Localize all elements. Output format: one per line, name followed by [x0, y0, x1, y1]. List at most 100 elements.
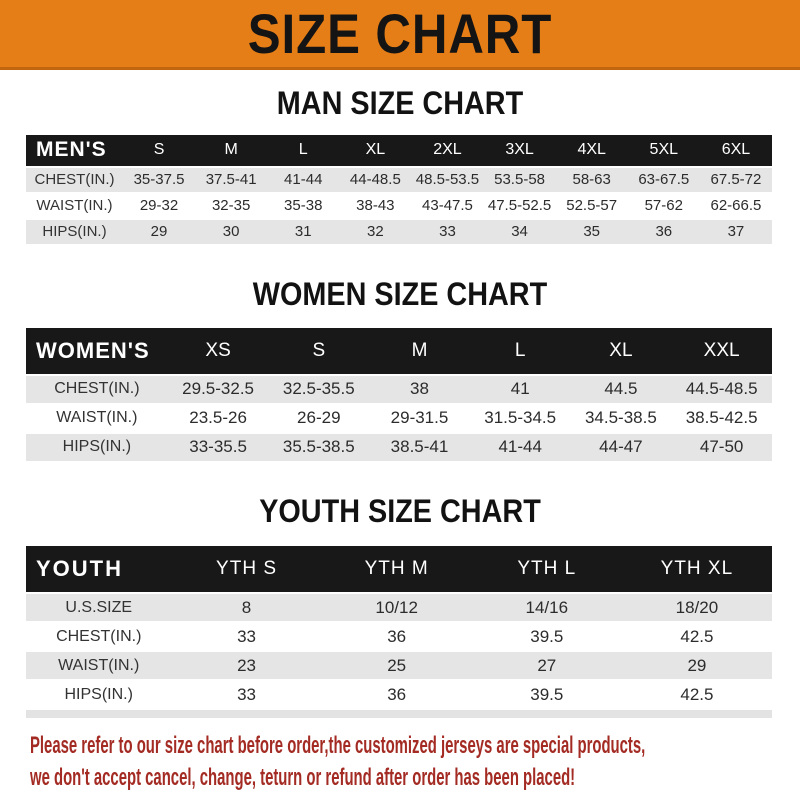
- size-cell: 23.5-26: [167, 404, 269, 432]
- size-cell: 37.5-41: [195, 167, 268, 192]
- size-cell: 42.5: [621, 623, 772, 651]
- table-row: CHEST(IN.) 33 36 39.5 42.5: [26, 623, 772, 651]
- size-cell: 58-63: [555, 167, 628, 192]
- footer-line-1: Please refer to our size chart before or…: [30, 732, 646, 760]
- row-label: CHEST(IN.): [26, 623, 172, 651]
- size-cell: 42.5: [621, 681, 772, 709]
- size-cell: 18/20: [621, 594, 772, 622]
- table-row: HIPS(IN.) 33-35.5 35.5-38.5 38.5-41 41-44 44-…: [26, 433, 772, 461]
- size-cell: 10/12: [321, 594, 472, 622]
- column-header: L: [267, 134, 340, 166]
- page-title: SIZE CHART: [247, 2, 553, 65]
- size-cell: 62-66.5: [699, 193, 772, 218]
- size-cell: 33: [171, 623, 322, 651]
- size-cell: 37: [699, 219, 772, 244]
- size-cell: 44.5-48.5: [671, 375, 772, 403]
- size-cell: 29.5-32.5: [167, 375, 269, 403]
- column-header: XS: [167, 327, 269, 374]
- size-cell: 44-48.5: [339, 167, 412, 192]
- size-cell: 32.5-35.5: [268, 375, 370, 403]
- table-row: U.S.SIZE 8 10/12 14/16 18/20: [26, 594, 772, 622]
- column-header: XXL: [671, 327, 772, 374]
- row-label: HIPS(IN.): [26, 219, 123, 244]
- size-cell: 38.5-41: [369, 433, 470, 461]
- section-man-size-chart: MAN SIZE CHART MEN'S S M L XL 2XL 3XL 4XL 5XL 6XL C…: [0, 70, 800, 246]
- size-cell: 41-44: [267, 167, 340, 192]
- row-label: WAIST(IN.): [26, 193, 123, 218]
- size-cell: 29: [621, 652, 772, 680]
- size-cell: 53.5-58: [483, 167, 556, 192]
- table-row: HIPS(IN.) 29 30 31 32 33 34 35 36 37: [26, 219, 772, 244]
- size-cell: 14/16: [471, 594, 622, 622]
- size-table: MEN'S S M L XL 2XL 3XL 4XL 5XL 6XL CHEST(IN.) 35-37…: [26, 133, 772, 246]
- row-label: HIPS(IN.): [26, 433, 168, 461]
- size-cell: 52.5-57: [555, 193, 628, 218]
- column-header: 6XL: [699, 134, 772, 166]
- size-cell: 29: [122, 219, 196, 244]
- size-cell: 44.5: [570, 375, 672, 403]
- table-header-label: YOUTH: [26, 546, 172, 593]
- size-cell: 63-67.5: [627, 167, 700, 192]
- section-women-size-chart: WOMEN SIZE CHART WOMEN'S XS S M L XL XXL CHEST(I…: [0, 246, 800, 463]
- size-cell: 36: [321, 681, 472, 709]
- section-title: MAN SIZE CHART: [276, 85, 524, 121]
- size-cell: 34.5-38.5: [570, 404, 672, 432]
- table-header-row: WOMEN'S XS S M L XL XXL: [26, 327, 772, 374]
- table-row: HIPS(IN.) 33 36 39.5 42.5: [26, 681, 772, 709]
- column-header: S: [268, 327, 370, 374]
- column-header: 4XL: [555, 134, 628, 166]
- size-cell: 31.5-34.5: [469, 404, 571, 432]
- size-cell: 31: [267, 219, 340, 244]
- footer-line-2: we don't accept cancel, change, teturn o…: [30, 763, 576, 791]
- sections-container: MAN SIZE CHART MEN'S S M L XL 2XL 3XL 4XL 5XL 6XL C…: [0, 70, 800, 719]
- size-cell: 30: [195, 219, 268, 244]
- size-table: YOUTH YTH S YTH M YTH L YTH XL U.S.SIZE 8 10/12…: [26, 544, 772, 719]
- size-cell: 35.5-38.5: [268, 433, 370, 461]
- column-header: M: [369, 327, 470, 374]
- table-header-row: YOUTH YTH S YTH M YTH L YTH XL: [26, 546, 772, 593]
- size-cell: 35-37.5: [122, 167, 196, 192]
- column-header: YTH L: [471, 546, 622, 593]
- section-title: WOMEN SIZE CHART: [252, 275, 548, 312]
- column-header: 2XL: [411, 134, 484, 166]
- column-header: XL: [339, 134, 412, 166]
- table-header-row: MEN'S S M L XL 2XL 3XL 4XL 5XL 6XL: [26, 134, 772, 166]
- size-cell: 33: [171, 681, 322, 709]
- column-header: YTH M: [321, 546, 472, 593]
- size-cell: 38: [369, 375, 470, 403]
- size-cell: 47.5-52.5: [483, 193, 556, 218]
- size-cell: 67.5-72: [699, 167, 772, 192]
- size-cell: 36: [627, 219, 700, 244]
- size-cell: 36: [321, 623, 472, 651]
- size-cell: 32-35: [195, 193, 268, 218]
- size-cell: 39.5: [471, 623, 622, 651]
- size-cell: 39.5: [471, 681, 622, 709]
- size-cell: 25: [321, 652, 472, 680]
- row-label: U.S.SIZE: [26, 594, 172, 622]
- column-header: 5XL: [627, 134, 700, 166]
- column-header: 3XL: [483, 134, 556, 166]
- size-cell: 33-35.5: [167, 433, 269, 461]
- size-cell: 33: [411, 219, 484, 244]
- section-title: YOUTH SIZE CHART: [259, 492, 541, 529]
- section-youth-size-chart: YOUTH SIZE CHART YOUTH YTH S YTH M YTH L YTH …: [0, 463, 800, 719]
- size-cell: 35-38: [267, 193, 340, 218]
- size-cell: 26-29: [268, 404, 370, 432]
- size-cell: 43-47.5: [411, 193, 484, 218]
- column-header: XL: [570, 327, 672, 374]
- size-cell: 35: [555, 219, 628, 244]
- table-row: CHEST(IN.) 29.5-32.5 32.5-35.5 38 41 44.5 44.5…: [26, 375, 772, 403]
- size-cell: 44-47: [570, 433, 672, 461]
- row-label: HIPS(IN.): [26, 681, 172, 709]
- size-cell: 34: [483, 219, 556, 244]
- size-cell: 38-43: [339, 193, 412, 218]
- size-table: WOMEN'S XS S M L XL XXL CHEST(IN.) 29.5-32.5 32.5…: [26, 326, 772, 463]
- row-label: CHEST(IN.): [26, 167, 123, 192]
- column-header: YTH S: [171, 546, 322, 593]
- size-cell: 8: [171, 594, 322, 622]
- table-row: WAIST(IN.) 23.5-26 26-29 29-31.5 31.5-34.5 34…: [26, 404, 772, 432]
- size-cell: 29-31.5: [369, 404, 470, 432]
- column-header: L: [469, 327, 571, 374]
- table-header-label: WOMEN'S: [26, 327, 168, 374]
